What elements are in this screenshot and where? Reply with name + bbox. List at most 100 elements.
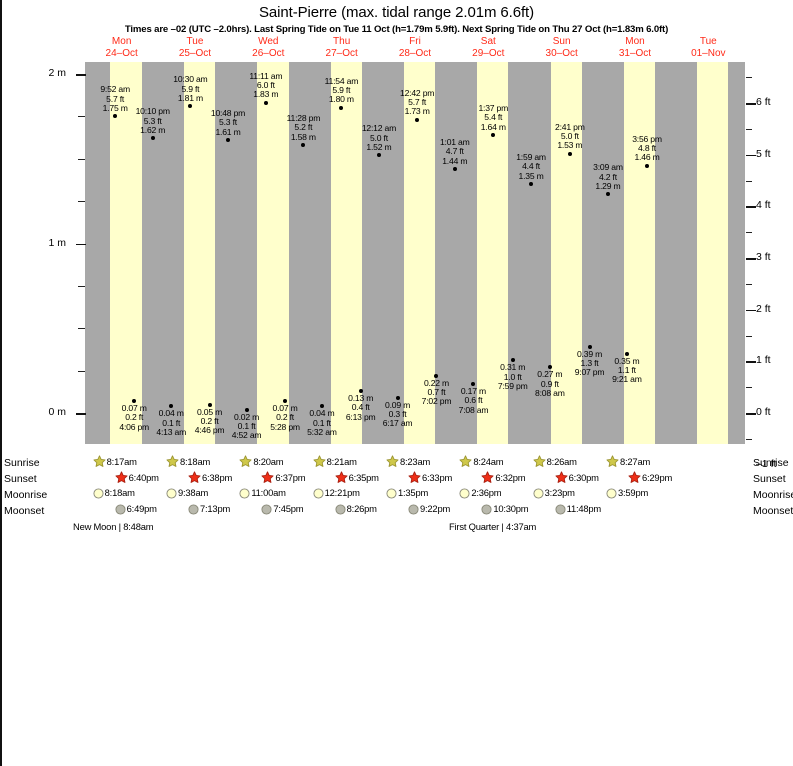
tide-height-m: 1.83 m	[253, 89, 279, 100]
tide-time: 0.22 m	[423, 377, 450, 388]
tide-time: 0.17 m	[460, 386, 486, 397]
sunrise-event-0: 8:17am	[93, 455, 137, 468]
moonset-event-icon	[115, 504, 126, 515]
high-tide-point	[263, 100, 268, 105]
sunset-event-icon	[408, 471, 421, 484]
low-tide-point	[169, 404, 174, 409]
tide-height-m: 1.64 m	[480, 121, 506, 132]
moon-phase-new-moon: New Moon | 8:48am	[73, 521, 154, 532]
moonrise-event-icon	[166, 488, 177, 499]
low-tide-point	[471, 382, 476, 387]
day-header-0: Mon 24–Oct	[85, 36, 158, 59]
moonset-event-time: 9:22pm	[420, 503, 451, 514]
tide-height-ft: 4.2 ft	[598, 171, 617, 182]
tide-height-m: 1.80 m	[328, 94, 354, 105]
sunset-event-5: 6:32pm	[481, 471, 526, 484]
tide-height-m: 6:13 pm	[345, 411, 376, 422]
day-date: 01–Nov	[691, 47, 726, 59]
moonrise-event-7: 3:59pm	[606, 487, 648, 499]
y-axis-right-label-5: 1 ft	[756, 354, 771, 367]
day-header-6: Sun 30–Oct	[525, 36, 598, 59]
day-band-1	[183, 62, 216, 444]
day-date: 28–Oct	[398, 47, 432, 59]
tide-time: 0.35 m	[614, 355, 640, 366]
sunset-event-3: 6:35pm	[335, 471, 379, 484]
tide-time: 10:30 am	[173, 74, 208, 85]
tide-height-ft: 0.2 ft	[200, 415, 219, 426]
tide-height-m: 1.73 m	[404, 106, 430, 117]
tide-height-m: 5:32 am	[307, 426, 337, 437]
tide-height-ft: 4.4 ft	[522, 161, 540, 172]
moonset-event-time: 6:49pm	[126, 503, 157, 514]
y-axis-left-label-1: 1 m	[48, 236, 66, 249]
tide-time: 11:54 am	[324, 75, 359, 86]
moonset-event-icon	[555, 504, 566, 515]
tide-time: 11:11 am	[249, 70, 283, 81]
day-date: 30–Oct	[545, 47, 578, 59]
high-tide-label: 12:42 pm 5.7 ft 1.73 m	[387, 88, 447, 117]
moonrise-event-icon	[533, 488, 544, 499]
moonrise-row-label-left: Moonrise	[4, 489, 48, 501]
y-tick-right	[746, 258, 756, 260]
y-axis-right-label-6: 0 ft	[756, 406, 771, 418]
y-tick-right	[746, 206, 756, 208]
moonrise-row-label-right: Moonrise	[753, 489, 793, 501]
day-header-3: Thu 27–Oct	[305, 36, 378, 59]
tide-height-m: 7:59 pm	[497, 381, 528, 392]
sunrise-event-time: 8:23am	[400, 456, 431, 467]
tide-height-ft: 4.7 ft	[445, 146, 464, 157]
sunrise-event-icon	[533, 455, 546, 468]
moonrise-event-icon	[459, 488, 470, 499]
low-tide-label: 0.39 m 1.3 ft 9:07 pm	[561, 349, 619, 378]
tide-height-m: 4:13 am	[156, 426, 187, 437]
sunset-event-time: 6:38pm	[202, 472, 233, 483]
moonset-event-icon	[261, 504, 272, 515]
tide-height-ft: 1.1 ft	[617, 364, 636, 375]
day-of-week: Mon	[111, 36, 132, 47]
tide-height-ft: 0.2 ft	[276, 412, 294, 423]
day-header-5: Sat 29–Oct	[452, 36, 525, 59]
low-tide-label: 0.35 m 1.1 ft 9:21 am	[598, 355, 656, 385]
high-tide-point	[645, 163, 650, 168]
day-header-1: Tue 25–Oct	[158, 36, 231, 59]
high-tide-point	[301, 143, 306, 148]
y-tick-left	[78, 116, 85, 118]
moonset-row-label-left: Moonset	[4, 505, 45, 517]
y-tick-left	[76, 243, 86, 245]
low-tide-label: 0.09 m 0.3 ft 6:17 am	[369, 400, 427, 429]
sunrise-event-6: 8:26am	[533, 455, 577, 468]
high-tide-point	[605, 192, 610, 197]
tide-time: 12:12 am	[361, 123, 397, 134]
tide-height-ft: 0.9 ft	[540, 378, 559, 389]
tide-time: 0.04 m	[158, 408, 184, 419]
moonset-event-4: 9:22pm	[408, 503, 450, 515]
tide-height-m: 4:46 pm	[194, 425, 225, 436]
sunrise-row-label-left: Sunrise	[4, 457, 40, 469]
high-tide-label: 3:09 am 4.2 ft 1.29 m	[578, 163, 638, 191]
tide-height-m: 7:02 pm	[421, 396, 452, 407]
low-tide-label: 0.31 m 1.0 ft 7:59 pm	[484, 363, 542, 391]
sunset-event-4: 6:33pm	[408, 471, 452, 484]
moonrise-event-time: 3:23pm	[544, 487, 575, 498]
sunset-event-0: 6:40pm	[115, 471, 159, 484]
tide-height-m: 1.62 m	[140, 125, 166, 135]
sunrise-event-5: 8:24am	[459, 455, 504, 468]
day-date: 31–Oct	[618, 47, 652, 59]
y-tick-right	[746, 283, 752, 285]
high-tide-label: 12:12 am 5.0 ft 1.52 m	[349, 124, 409, 152]
tide-height-ft: 1.3 ft	[580, 358, 599, 369]
day-of-week: Wed	[258, 36, 279, 47]
low-tide-point	[358, 388, 363, 393]
tide-time: 3:09 am	[593, 162, 623, 173]
low-tide-point	[244, 407, 249, 412]
low-tide-point	[319, 404, 324, 409]
tide-height-m: 1.29 m	[595, 180, 621, 191]
tide-height-m: 1.75 m	[102, 102, 128, 113]
high-tide-label: 1:01 am 4.7 ft 1.44 m	[425, 137, 485, 166]
day-date: 29–Oct	[472, 47, 505, 59]
day-header-4: Fri 28–Oct	[378, 36, 451, 59]
tide-height-ft: 0.6 ft	[464, 395, 483, 406]
high-tide-point	[415, 117, 420, 122]
low-tide-point	[434, 373, 439, 378]
sunset-event-time: 6:30pm	[568, 472, 599, 483]
